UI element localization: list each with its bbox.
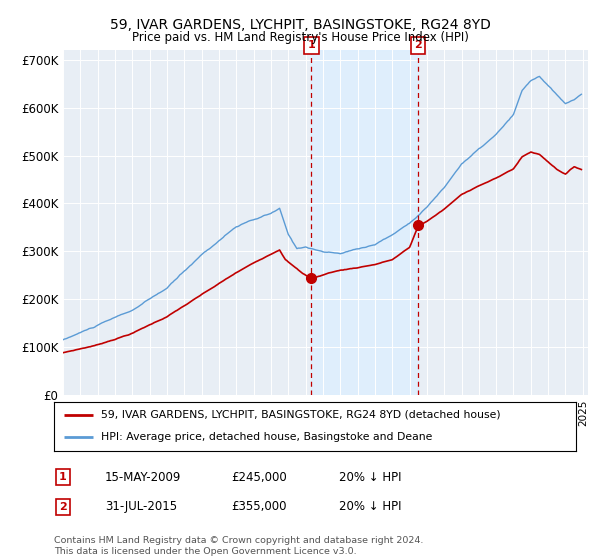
Text: 59, IVAR GARDENS, LYCHPIT, BASINGSTOKE, RG24 8YD (detached house): 59, IVAR GARDENS, LYCHPIT, BASINGSTOKE, … <box>101 410 500 420</box>
Text: 2: 2 <box>59 502 67 512</box>
Text: £245,000: £245,000 <box>231 470 287 484</box>
Text: £355,000: £355,000 <box>231 500 287 514</box>
Text: 20% ↓ HPI: 20% ↓ HPI <box>339 470 401 484</box>
Text: 1: 1 <box>59 472 67 482</box>
Text: Contains HM Land Registry data © Crown copyright and database right 2024.
This d: Contains HM Land Registry data © Crown c… <box>54 536 424 556</box>
Text: HPI: Average price, detached house, Basingstoke and Deane: HPI: Average price, detached house, Basi… <box>101 432 433 442</box>
Bar <box>311 50 418 395</box>
Text: 31-JUL-2015: 31-JUL-2015 <box>105 500 177 514</box>
Text: Price paid vs. HM Land Registry's House Price Index (HPI): Price paid vs. HM Land Registry's House … <box>131 31 469 44</box>
Text: 15-MAY-2009: 15-MAY-2009 <box>105 470 181 484</box>
Text: 1: 1 <box>307 40 315 50</box>
Text: 59, IVAR GARDENS, LYCHPIT, BASINGSTOKE, RG24 8YD: 59, IVAR GARDENS, LYCHPIT, BASINGSTOKE, … <box>110 18 490 32</box>
Text: 2: 2 <box>415 40 422 50</box>
Text: 20% ↓ HPI: 20% ↓ HPI <box>339 500 401 514</box>
